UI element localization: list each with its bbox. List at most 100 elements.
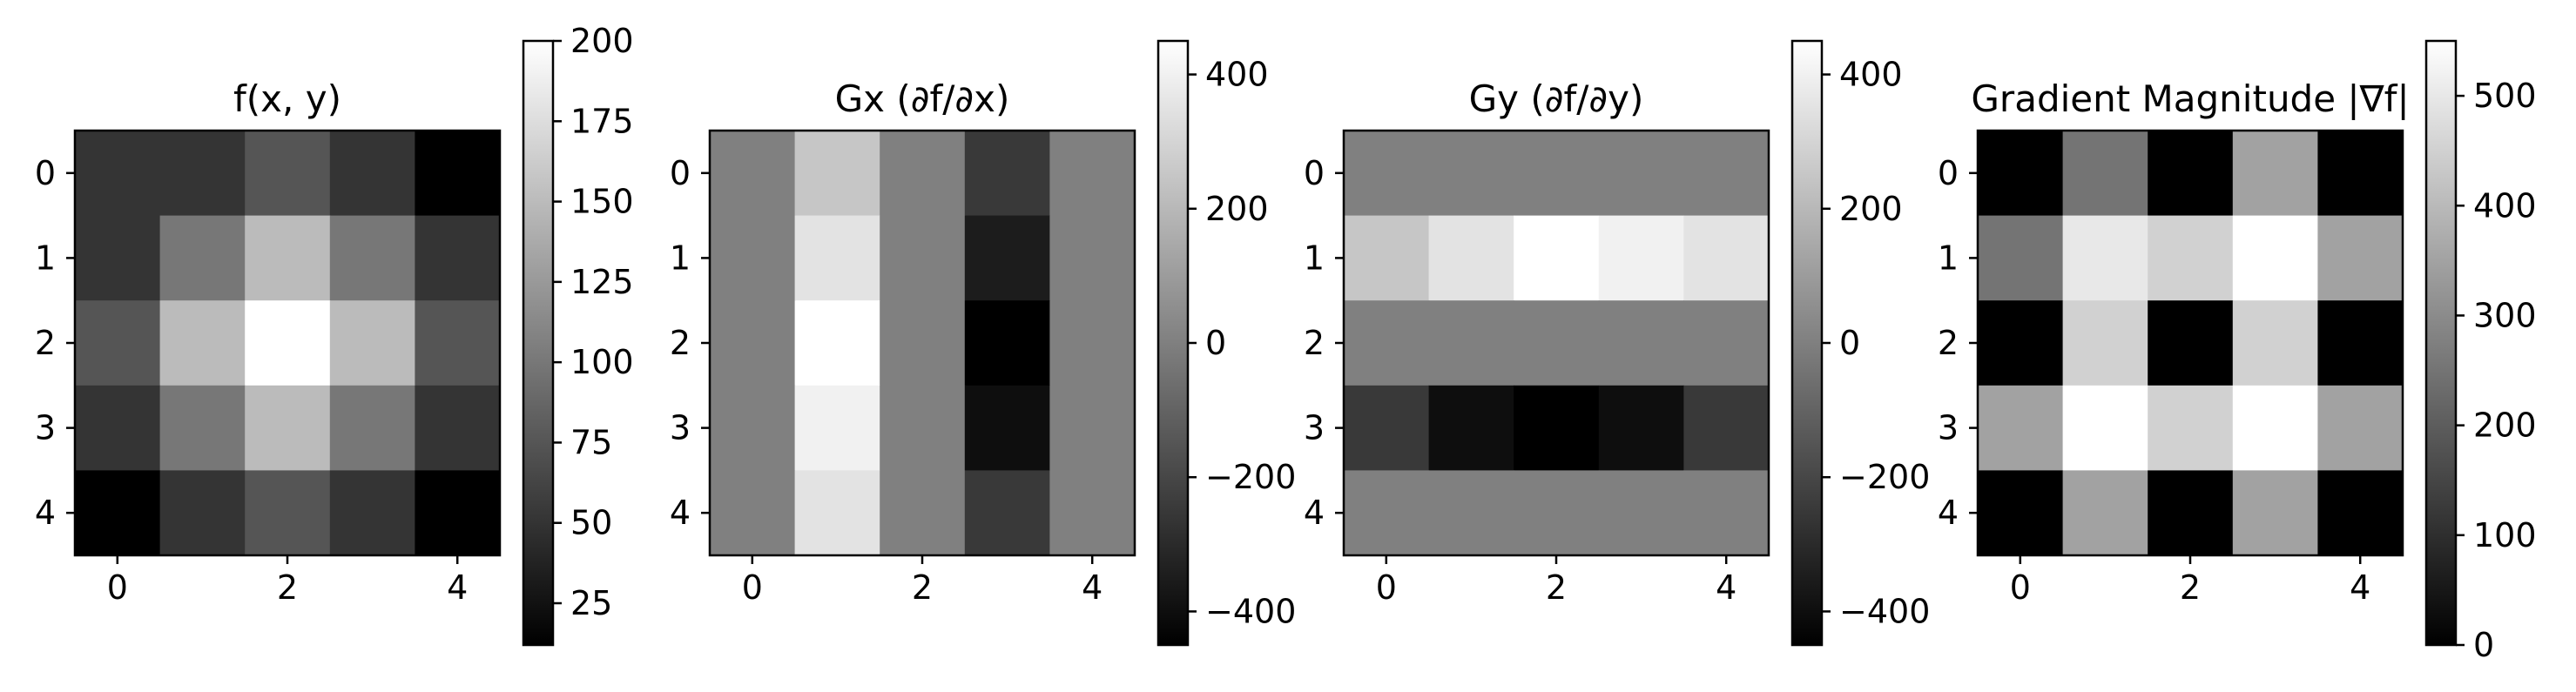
heatmap-cell [2232,300,2318,386]
heatmap-cell [1683,385,1770,471]
heatmap-cell [1598,215,1684,301]
x-tick-label: 2 [277,568,298,607]
heatmap-cell [1049,300,1136,386]
heatmap-cell [1428,131,1514,217]
heatmap-cell [710,215,796,301]
heatmap-cell [794,131,880,217]
heatmap-cell [1514,385,1600,471]
heatmap-cell [1598,385,1684,471]
y-tick-label: 0 [670,154,691,192]
heatmap-cell [794,215,880,301]
y-tick-label: 0 [1304,154,1325,192]
heatmap-cell [159,385,246,471]
heatmap-cell [2148,300,2234,386]
heatmap-cell [1683,215,1770,301]
heatmap-cell [964,215,1050,301]
heatmap-cell [1683,470,1770,556]
heatmap-cell [2317,215,2404,301]
y-tick-label: 4 [1304,494,1325,532]
heatmap-cell [1978,131,2064,217]
heatmap-cell [1344,300,1430,386]
colorbar-tick-label: 0 [2473,626,2494,664]
colorbar-tick-label: −200 [1205,458,1296,496]
heatmap-cell [964,300,1050,386]
heatmap-cell [75,131,161,217]
heatmap-cell [1514,470,1600,556]
colorbar-tick-label: 100 [570,343,634,381]
heatmap-cell [2062,385,2148,471]
x-tick-label: 4 [447,568,468,607]
heatmap-cell [1978,215,2064,301]
heatmap-cell [2148,385,2234,471]
y-tick-label: 2 [1938,324,1959,362]
heatmap-cell [2062,470,2148,556]
heatmap-cell [1428,300,1514,386]
heatmap-cell [329,300,415,386]
colorbar-tick-label: 150 [570,183,634,221]
heatmap-cell [1049,215,1136,301]
colorbar-tick-label: 0 [1205,324,1226,362]
heatmap-cell [2232,385,2318,471]
heatmap-cell [415,470,501,556]
heatmap-cell [329,131,415,217]
heatmap-cell [1344,131,1430,217]
heatmap-panel-1: f(x, y) 0 2 4 0 1 2 3 4 25 50 75 100 125 150 175 200 [35,22,634,647]
heatmap-cell [1344,470,1430,556]
heatmap-panel-2: Gx (∂f/∂x) 0 2 4 0 1 2 3 4 −400 −200 0 200 400 [670,39,1296,647]
chart-title: Gy (∂f/∂y) [1469,77,1644,120]
colorbar [523,41,553,645]
colorbar-tick-label: −400 [1205,592,1296,630]
heatmap-cell [2062,300,2148,386]
heatmap-cell [2232,215,2318,301]
heatmap-cell [2232,470,2318,556]
heatmap-cell [159,300,246,386]
chart-title: Gradient Magnitude |∇f| [1971,77,2409,120]
heatmap-cell [75,470,161,556]
heatmap-cell [880,470,966,556]
colorbar [2426,41,2456,645]
heatmap-cell [1598,300,1684,386]
heatmap-cell [794,385,880,471]
y-tick-label: 4 [1938,494,1959,532]
y-tick-label: 3 [670,409,691,447]
heatmap-cell [245,131,331,217]
colorbar-tick-label: 125 [570,263,634,301]
heatmap-cell [245,300,331,386]
heatmap-cell [1049,470,1136,556]
heatmap-cell [1978,470,2064,556]
y-tick-label: 2 [35,324,56,362]
heatmap-cell [2148,215,2234,301]
heatmap-cell [415,385,501,471]
x-tick-label: 0 [107,568,128,607]
heatmap-cell [245,470,331,556]
heatmap-cell [2317,300,2404,386]
y-tick-label: 1 [1304,239,1325,277]
heatmap-cell [329,385,415,471]
heatmap-cell [964,470,1050,556]
heatmap-cell [1428,470,1514,556]
heatmap-cell [1514,300,1600,386]
heatmap-cell [880,385,966,471]
heatmap-cell [2148,131,2234,217]
heatmap-cell [2317,470,2404,556]
colorbar-tick-label: −200 [1839,458,1930,496]
heatmap-cell [710,470,796,556]
heatmap-cell [1683,131,1770,217]
y-tick-label: 4 [35,494,56,532]
heatmap-cell [794,470,880,556]
colorbar-tick-label: 400 [1205,56,1269,94]
chart-title: Gx (∂f/∂x) [835,77,1010,120]
heatmap-cell [1428,385,1514,471]
heatmap-cell [2062,215,2148,301]
heatmap-cell [1344,215,1430,301]
colorbar-tick-label: 25 [570,584,612,622]
heatmap-cell [2317,385,2404,471]
y-tick-label: 2 [670,324,691,362]
heatmap-panel-3: Gy (∂f/∂y) 0 2 4 0 1 2 3 4 −400 −200 0 200 400 [1304,39,1930,647]
y-tick-label: 1 [670,239,691,277]
y-tick-label: 3 [35,409,56,447]
x-tick-label: 4 [2350,568,2370,607]
colorbar-tick-label: 200 [1205,190,1269,228]
heatmap-cell [159,470,246,556]
